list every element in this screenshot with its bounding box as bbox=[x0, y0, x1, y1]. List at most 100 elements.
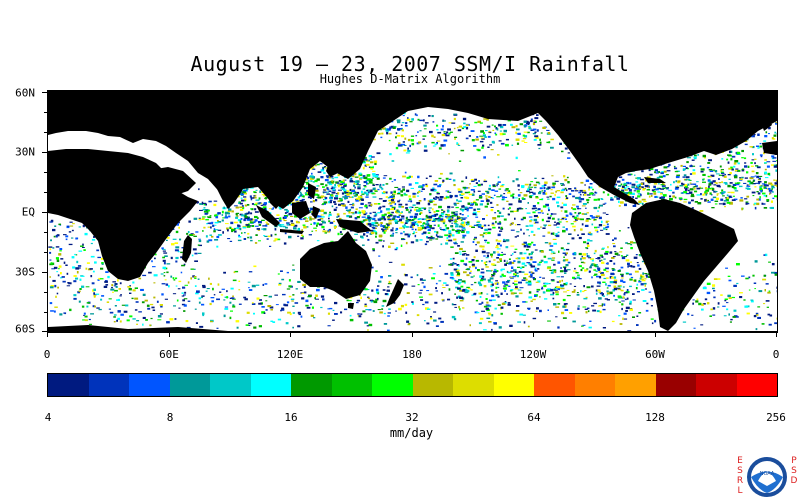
rainfall-pixel bbox=[629, 308, 633, 311]
rainfall-pixel bbox=[342, 228, 346, 231]
rainfall-pixel bbox=[343, 179, 347, 181]
rainfall-pixel bbox=[647, 273, 650, 276]
rainfall-pixel bbox=[560, 189, 564, 192]
rainfall-pixel bbox=[454, 243, 458, 245]
rainfall-pixel bbox=[388, 308, 391, 310]
rainfall-pixel bbox=[303, 291, 307, 294]
rainfall-pixel bbox=[242, 207, 245, 210]
rainfall-pixel bbox=[324, 287, 328, 289]
rainfall-pixel bbox=[378, 255, 381, 257]
rainfall-pixel bbox=[521, 271, 525, 273]
rainfall-pixel bbox=[357, 211, 362, 214]
rainfall-pixel bbox=[412, 225, 415, 228]
rainfall-pixel bbox=[142, 316, 146, 319]
rainfall-pixel bbox=[555, 234, 560, 238]
rainfall-pixel bbox=[468, 261, 473, 263]
rainfall-pixel bbox=[266, 238, 269, 240]
rainfall-pixel bbox=[758, 182, 761, 185]
rainfall-pixel bbox=[601, 303, 604, 306]
rainfall-pixel bbox=[497, 154, 500, 156]
rainfall-pixel bbox=[697, 202, 702, 205]
rainfall-pixel bbox=[319, 223, 323, 226]
rainfall-pixel bbox=[410, 139, 414, 142]
rainfall-pixel bbox=[236, 215, 239, 218]
rainfall-pixel bbox=[394, 203, 397, 206]
rainfall-pixel bbox=[244, 198, 247, 201]
rainfall-pixel bbox=[440, 144, 445, 147]
rainfall-pixel bbox=[508, 203, 513, 206]
rainfall-pixel bbox=[323, 201, 328, 204]
rainfall-pixel bbox=[423, 128, 427, 130]
rainfall-pixel bbox=[317, 163, 320, 166]
rainfall-pixel bbox=[758, 198, 761, 201]
rainfall-pixel bbox=[705, 193, 708, 196]
rainfall-pixel bbox=[529, 224, 534, 227]
rainfall-pixel bbox=[372, 170, 376, 172]
rainfall-pixel bbox=[456, 199, 458, 202]
rainfall-pixel bbox=[696, 181, 699, 183]
rainfall-pixel bbox=[612, 289, 615, 292]
rainfall-pixel bbox=[550, 253, 553, 255]
rainfall-pixel bbox=[527, 325, 530, 328]
rainfall-pixel bbox=[61, 276, 65, 278]
rainfall-pixel bbox=[534, 131, 537, 133]
rainfall-pixel bbox=[776, 317, 777, 320]
rainfall-pixel bbox=[521, 279, 526, 281]
rainfall-pixel bbox=[388, 280, 391, 283]
rainfall-pixel bbox=[547, 186, 551, 189]
rainfall-pixel bbox=[690, 193, 694, 197]
rainfall-pixel bbox=[404, 125, 408, 127]
rainfall-pixel bbox=[484, 136, 487, 138]
rainfall-pixel bbox=[264, 235, 268, 237]
rainfall-pixel bbox=[552, 197, 556, 201]
rainfall-pixel bbox=[496, 257, 499, 259]
rainfall-pixel bbox=[439, 235, 443, 238]
rainfall-pixel bbox=[166, 321, 170, 324]
rainfall-pixel bbox=[247, 281, 251, 283]
rainfall-pixel bbox=[486, 202, 489, 205]
rainfall-pixel bbox=[619, 201, 624, 204]
rainfall-pixel bbox=[426, 220, 429, 224]
rainfall-pixel bbox=[746, 195, 750, 198]
rainfall-pixel bbox=[365, 206, 368, 209]
rainfall-pixel bbox=[580, 257, 582, 261]
rainfall-pixel bbox=[243, 296, 247, 299]
rainfall-pixel bbox=[694, 190, 698, 193]
rainfall-pixel bbox=[708, 176, 712, 178]
rainfall-pixel bbox=[439, 265, 441, 267]
rainfall-pixel bbox=[365, 309, 370, 311]
rainfall-pixel bbox=[699, 187, 704, 189]
rainfall-pixel bbox=[694, 185, 697, 187]
rainfall-pixel bbox=[327, 181, 331, 184]
rainfall-pixel bbox=[451, 303, 454, 306]
rainfall-pixel bbox=[526, 256, 530, 259]
rainfall-pixel bbox=[529, 186, 534, 188]
rainfall-pixel bbox=[198, 239, 202, 243]
rainfall-pixel bbox=[759, 196, 761, 199]
rainfall-pixel bbox=[444, 272, 449, 275]
rainfall-pixel bbox=[423, 207, 427, 209]
rainfall-pixel bbox=[408, 198, 412, 201]
rainfall-pixel bbox=[395, 229, 398, 231]
rainfall-pixel bbox=[602, 224, 606, 226]
rainfall-pixel bbox=[689, 165, 693, 168]
rainfall-pixel bbox=[405, 207, 408, 209]
rainfall-pixel bbox=[461, 205, 465, 208]
rainfall-pixel bbox=[295, 200, 300, 202]
rainfall-pixel bbox=[295, 198, 299, 202]
rainfall-pixel bbox=[561, 279, 563, 282]
rainfall-pixel bbox=[600, 229, 604, 231]
rainfall-pixel bbox=[223, 206, 225, 209]
rainfall-pixel bbox=[759, 143, 762, 145]
rainfall-pixel bbox=[381, 217, 384, 220]
rainfall-pixel bbox=[437, 235, 441, 238]
rainfall-pixel bbox=[380, 225, 384, 227]
rainfall-pixel bbox=[86, 305, 89, 308]
rainfall-pixel bbox=[566, 176, 569, 179]
rainfall-pixel bbox=[453, 184, 456, 187]
rainfall-pixel bbox=[542, 205, 547, 208]
rainfall-pixel bbox=[633, 190, 637, 192]
rainfall-pixel bbox=[479, 234, 484, 236]
rainfall-pixel bbox=[554, 289, 558, 291]
rainfall-pixel bbox=[353, 238, 356, 242]
